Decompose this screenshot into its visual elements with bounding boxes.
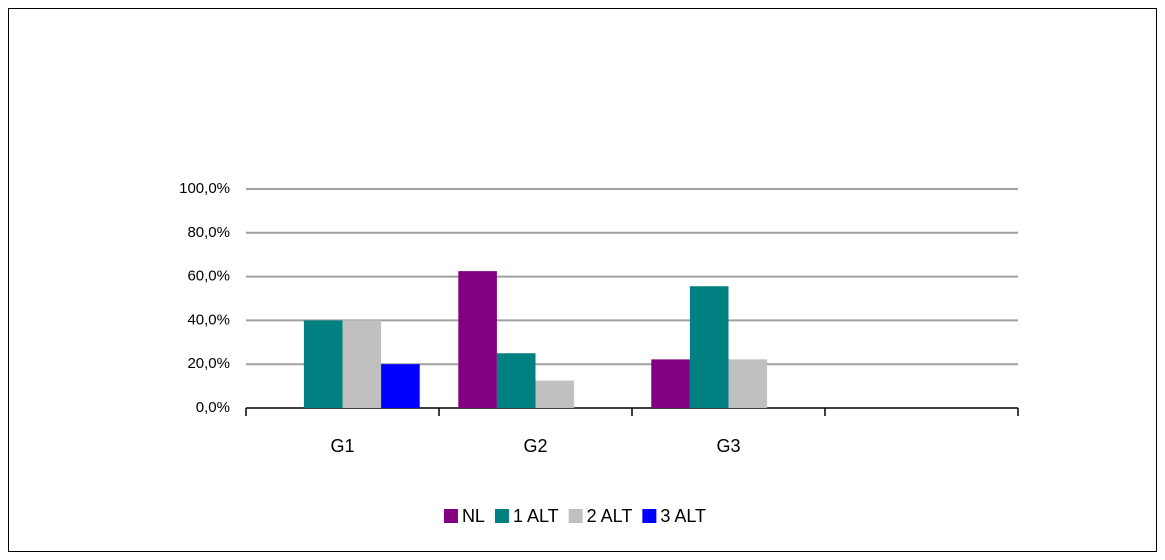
bar <box>303 320 343 408</box>
y-tick-label: 80,0% <box>187 224 230 241</box>
legend-label: 3 ALT <box>660 506 706 526</box>
x-tick-label: G2 <box>523 436 547 456</box>
y-tick-label: 20,0% <box>187 355 230 372</box>
legend-swatch <box>642 509 657 523</box>
legend-swatch <box>568 509 583 523</box>
bar <box>728 359 768 408</box>
x-tick-label: G1 <box>330 436 354 456</box>
legend-label: 1 ALT <box>513 506 559 526</box>
bar <box>689 286 729 408</box>
bar <box>458 271 497 408</box>
y-tick-label: 60,0% <box>187 268 230 285</box>
bar <box>496 353 536 408</box>
bar <box>342 320 382 408</box>
legend-swatch <box>494 509 509 523</box>
y-tick-label: 0,0% <box>196 399 230 416</box>
y-tick-label: 40,0% <box>187 311 230 328</box>
bar <box>535 380 575 408</box>
bar <box>651 359 690 408</box>
y-tick-label: 100,0% <box>179 180 230 197</box>
legend-label: NL <box>462 506 485 526</box>
bar <box>381 364 420 408</box>
chart-border <box>8 8 1157 552</box>
legend-label: 2 ALT <box>587 506 633 526</box>
legend-swatch <box>443 509 458 523</box>
x-tick-label: G3 <box>716 436 740 456</box>
